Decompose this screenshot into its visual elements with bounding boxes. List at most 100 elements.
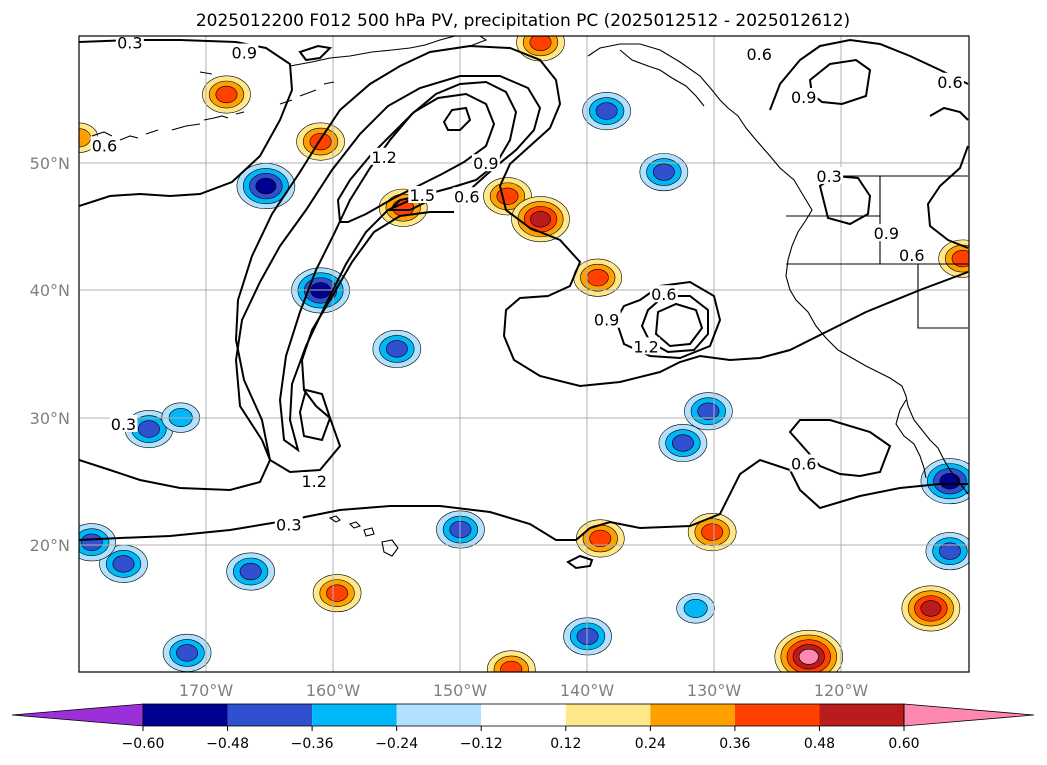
precip-cell bbox=[658, 424, 708, 463]
pv-contour-label: 0.3 bbox=[816, 167, 841, 186]
colorbar-bin bbox=[227, 704, 313, 726]
precip-contour-fill bbox=[939, 473, 961, 490]
map-title: 2025012200 F012 500 hPa PV, precipitatio… bbox=[196, 11, 850, 31]
precip-cell bbox=[296, 122, 345, 161]
precip-contour-fill bbox=[255, 177, 277, 195]
aleutian-islands bbox=[91, 71, 335, 141]
pv-contour-0.6-loop bbox=[261, 211, 454, 474]
precip-cell bbox=[79, 523, 117, 562]
pv-contour-label: 0.6 bbox=[791, 454, 816, 473]
lon-label-120w: 120°W bbox=[814, 681, 869, 700]
precip-contour-fill bbox=[137, 420, 160, 438]
pv-contour-1.2-jet bbox=[298, 92, 496, 442]
pv-contour-label: 0.6 bbox=[92, 136, 117, 155]
precip-contour-fill bbox=[112, 555, 135, 573]
precip-contour-fill bbox=[496, 187, 519, 205]
colorbar-bin bbox=[481, 704, 566, 726]
pv-label-background bbox=[872, 224, 901, 242]
precip-cell bbox=[901, 585, 961, 632]
precip-contour-fill bbox=[920, 600, 942, 617]
pv-contour-label: 0.9 bbox=[594, 311, 619, 330]
pv-label-background bbox=[815, 166, 844, 184]
pv-contour-label: 0.9 bbox=[473, 154, 498, 173]
pv-label-background bbox=[408, 186, 437, 203]
hawaiian-islands bbox=[328, 515, 399, 557]
pv-label-background bbox=[649, 285, 678, 303]
precip-cell bbox=[676, 593, 715, 624]
precip-contour-fill bbox=[176, 644, 199, 662]
colorbar-tick-label: 0.48 bbox=[804, 736, 835, 752]
colorbar-tick-label: 0.12 bbox=[550, 736, 581, 752]
pv-contour-label: 0.9 bbox=[232, 44, 257, 63]
lon-label-170w: 170°W bbox=[179, 681, 234, 700]
lon-label-160w: 160°W bbox=[306, 681, 361, 700]
colorbar-tick-label: −0.24 bbox=[375, 736, 418, 752]
precip-cell bbox=[99, 544, 148, 583]
pv-label-background bbox=[452, 187, 481, 205]
pv-contour-0.3-south bbox=[79, 44, 969, 492]
pv-label-background bbox=[274, 515, 303, 533]
pv-label-background bbox=[632, 337, 661, 355]
precip-cell bbox=[486, 650, 536, 672]
precip-cell bbox=[202, 75, 251, 114]
pv-contour-label: 1.5 bbox=[410, 186, 435, 205]
precip-contour-fill bbox=[239, 562, 262, 581]
map-body: 0.30.90.61.21.5 0.60.90.60.90.30.90.60.60… bbox=[79, 33, 969, 672]
lat-label-50n: 50°N bbox=[30, 154, 70, 173]
precip-contour-fill bbox=[385, 340, 408, 358]
colorbar-tick-label: 0.60 bbox=[888, 736, 919, 752]
precip-cell bbox=[162, 633, 212, 672]
colorbar-bin bbox=[143, 704, 228, 726]
north-america-coast bbox=[785, 199, 969, 495]
precip-cell bbox=[582, 92, 631, 131]
pv-label-background bbox=[789, 88, 818, 106]
lat-label-40n: 40°N bbox=[30, 281, 70, 300]
latitude-tick-labels: 50°N 40°N 30°N 20°N bbox=[30, 154, 70, 555]
lon-label-150w: 150°W bbox=[433, 681, 488, 700]
precip-cell bbox=[925, 532, 969, 571]
pv-contour-label: 1.2 bbox=[371, 148, 396, 167]
precip-contour-fill bbox=[586, 269, 609, 287]
pv-contour-label: 0.6 bbox=[746, 45, 771, 64]
colorbar-bin bbox=[312, 704, 397, 726]
lat-label-20n: 20°N bbox=[30, 536, 70, 555]
colorbar-tick-label: −0.36 bbox=[291, 736, 334, 752]
colorbar-tick-label: −0.60 bbox=[122, 736, 165, 752]
precip-contour-fill bbox=[652, 163, 675, 181]
pv-label-background bbox=[592, 310, 621, 328]
pv-label-background bbox=[109, 414, 138, 432]
pv-contour-label: 0.3 bbox=[117, 33, 142, 52]
pv-contour-0.9-jet bbox=[278, 80, 518, 453]
pv-label-background bbox=[370, 147, 399, 165]
precip-contour-fill bbox=[530, 211, 551, 228]
precip-cell bbox=[573, 258, 623, 297]
precip-contour-fill bbox=[671, 434, 694, 452]
colorbar-tick-label: 0.24 bbox=[635, 736, 666, 752]
precip-contour-fill bbox=[576, 627, 599, 646]
precip-cell bbox=[684, 392, 733, 431]
pv-contour-label: 0.6 bbox=[937, 73, 962, 92]
pv-label-background bbox=[897, 245, 926, 263]
pv-contour-label: 0.9 bbox=[874, 224, 899, 243]
precip-cell bbox=[920, 458, 969, 505]
lat-label-30n: 30°N bbox=[30, 409, 70, 428]
precip-cell bbox=[312, 574, 362, 613]
coastlines bbox=[91, 36, 969, 557]
precip-contour-fill bbox=[309, 132, 332, 151]
pv-label-background bbox=[300, 472, 329, 490]
precip-contour-fill bbox=[529, 36, 552, 51]
pv-label-background bbox=[745, 44, 774, 62]
pv-contour-label: 0.3 bbox=[111, 415, 136, 434]
pv-contour-label: 1.2 bbox=[301, 472, 326, 491]
pv-label-background bbox=[115, 36, 144, 51]
precip-cell bbox=[226, 552, 275, 591]
precip-contour-fill bbox=[326, 584, 349, 602]
precip-cell bbox=[639, 153, 689, 192]
state-borders bbox=[786, 175, 968, 329]
precip-contour-fill bbox=[589, 529, 612, 548]
pv-contour-label: 0.3 bbox=[276, 515, 301, 534]
colorbar-under-extension bbox=[11, 703, 144, 727]
colorbar-over-extension bbox=[903, 703, 1035, 727]
colorbar-bin bbox=[734, 704, 820, 726]
colorbar-outline bbox=[142, 703, 905, 727]
